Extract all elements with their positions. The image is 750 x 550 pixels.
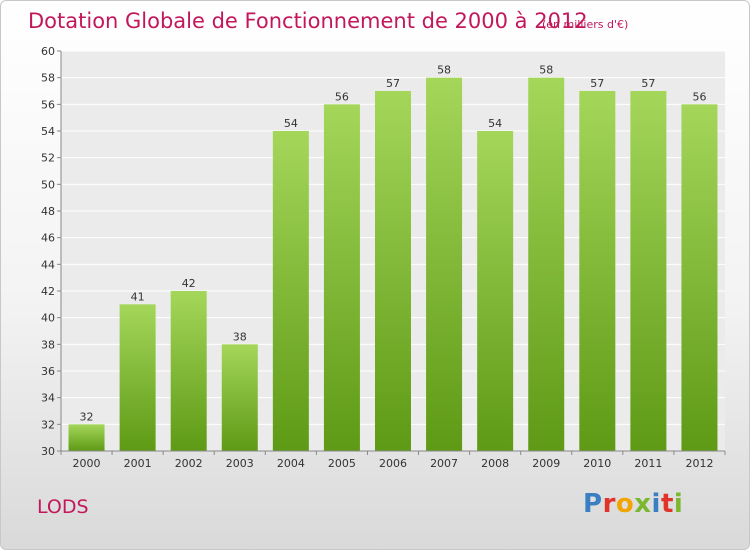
x-tick-label-2010: 2010 bbox=[583, 457, 611, 470]
x-tick-label-2007: 2007 bbox=[430, 457, 458, 470]
logo-letter: t bbox=[660, 489, 674, 519]
value-label-2006: 57 bbox=[386, 77, 400, 90]
x-tick-label-2002: 2002 bbox=[175, 457, 203, 470]
x-tick-label-2000: 2000 bbox=[73, 457, 101, 470]
y-tick-label: 52 bbox=[41, 152, 55, 165]
value-label-2008: 54 bbox=[488, 117, 502, 130]
y-tick-label: 42 bbox=[41, 285, 55, 298]
x-tick-label-2004: 2004 bbox=[277, 457, 305, 470]
y-tick-label: 46 bbox=[41, 232, 55, 245]
logo-letter: i bbox=[651, 489, 661, 519]
value-label-2010: 57 bbox=[590, 77, 604, 90]
chart-title: Dotation Globale de Fonctionnement de 20… bbox=[28, 9, 588, 33]
x-tick-label-2009: 2009 bbox=[532, 457, 560, 470]
y-tick-label: 40 bbox=[41, 312, 55, 325]
y-axis: 30 32 34 36 38 40 42 44 46 48 50 52 54 56 58 60 bbox=[41, 45, 62, 458]
x-tick-label-2005: 2005 bbox=[328, 457, 356, 470]
bar-2012 bbox=[681, 104, 718, 451]
x-tick-label-2003: 2003 bbox=[226, 457, 254, 470]
proxiti-logo[interactable]: Proxiti bbox=[583, 489, 683, 519]
value-label-2011: 57 bbox=[641, 77, 655, 90]
bar-2006 bbox=[375, 91, 411, 451]
bar-2000 bbox=[68, 424, 105, 451]
bar-2007 bbox=[426, 77, 463, 452]
bar-2005 bbox=[323, 104, 360, 451]
value-labels: 32 41 42 38 54 56 57 58 54 58 57 57 56 bbox=[80, 64, 707, 424]
value-label-2007: 58 bbox=[437, 64, 451, 77]
x-tick-label-2012: 2012 bbox=[685, 457, 713, 470]
value-label-2002: 42 bbox=[182, 277, 196, 290]
bar-2004 bbox=[272, 131, 309, 451]
x-tick-label-2001: 2001 bbox=[124, 457, 152, 470]
x-tick-label-2011: 2011 bbox=[634, 457, 662, 470]
value-label-2005: 56 bbox=[335, 90, 349, 103]
value-label-2009: 58 bbox=[539, 64, 553, 77]
logo-letter: P bbox=[583, 489, 603, 519]
value-label-2012: 56 bbox=[692, 90, 706, 103]
value-label-2004: 54 bbox=[284, 117, 298, 130]
bar-2001 bbox=[119, 304, 156, 451]
commune-name: LODS bbox=[37, 496, 89, 518]
y-tick-label: 48 bbox=[41, 205, 55, 218]
logo-letter: o bbox=[615, 489, 635, 519]
bar-2002 bbox=[170, 291, 207, 451]
y-tick-label: 50 bbox=[41, 178, 55, 191]
bars bbox=[68, 77, 718, 452]
bar-2011 bbox=[630, 91, 667, 451]
bar-2009 bbox=[528, 77, 565, 452]
x-tick-label-2008: 2008 bbox=[481, 457, 509, 470]
y-tick-label: 44 bbox=[41, 258, 55, 271]
x-tick-label-2006: 2006 bbox=[379, 457, 407, 470]
y-tick-label: 32 bbox=[41, 418, 55, 431]
y-tick-label: 54 bbox=[41, 125, 55, 138]
y-tick-label: 56 bbox=[41, 98, 55, 111]
x-axis: 2000 2001 2002 2003 2004 2005 2006 2007 2008 2009… bbox=[60, 450, 726, 470]
y-tick-label: 30 bbox=[41, 445, 55, 458]
bar-2010 bbox=[579, 91, 616, 451]
value-label-2003: 38 bbox=[233, 330, 247, 343]
y-tick-label: 38 bbox=[41, 338, 55, 351]
bar-2003 bbox=[221, 344, 258, 451]
logo-letter: x bbox=[634, 489, 652, 519]
value-label-2001: 41 bbox=[131, 290, 145, 303]
y-tick-label: 58 bbox=[41, 72, 55, 85]
logo-letter: i bbox=[673, 489, 684, 519]
y-tick-label: 34 bbox=[41, 392, 55, 405]
value-label-2000: 32 bbox=[80, 410, 94, 423]
bar-2008 bbox=[477, 131, 514, 451]
y-tick-label: 36 bbox=[41, 365, 55, 378]
chart-unit: (en milliers d'€) bbox=[542, 18, 629, 31]
logo-letter: r bbox=[602, 489, 616, 519]
y-tick-label: 60 bbox=[41, 45, 55, 58]
